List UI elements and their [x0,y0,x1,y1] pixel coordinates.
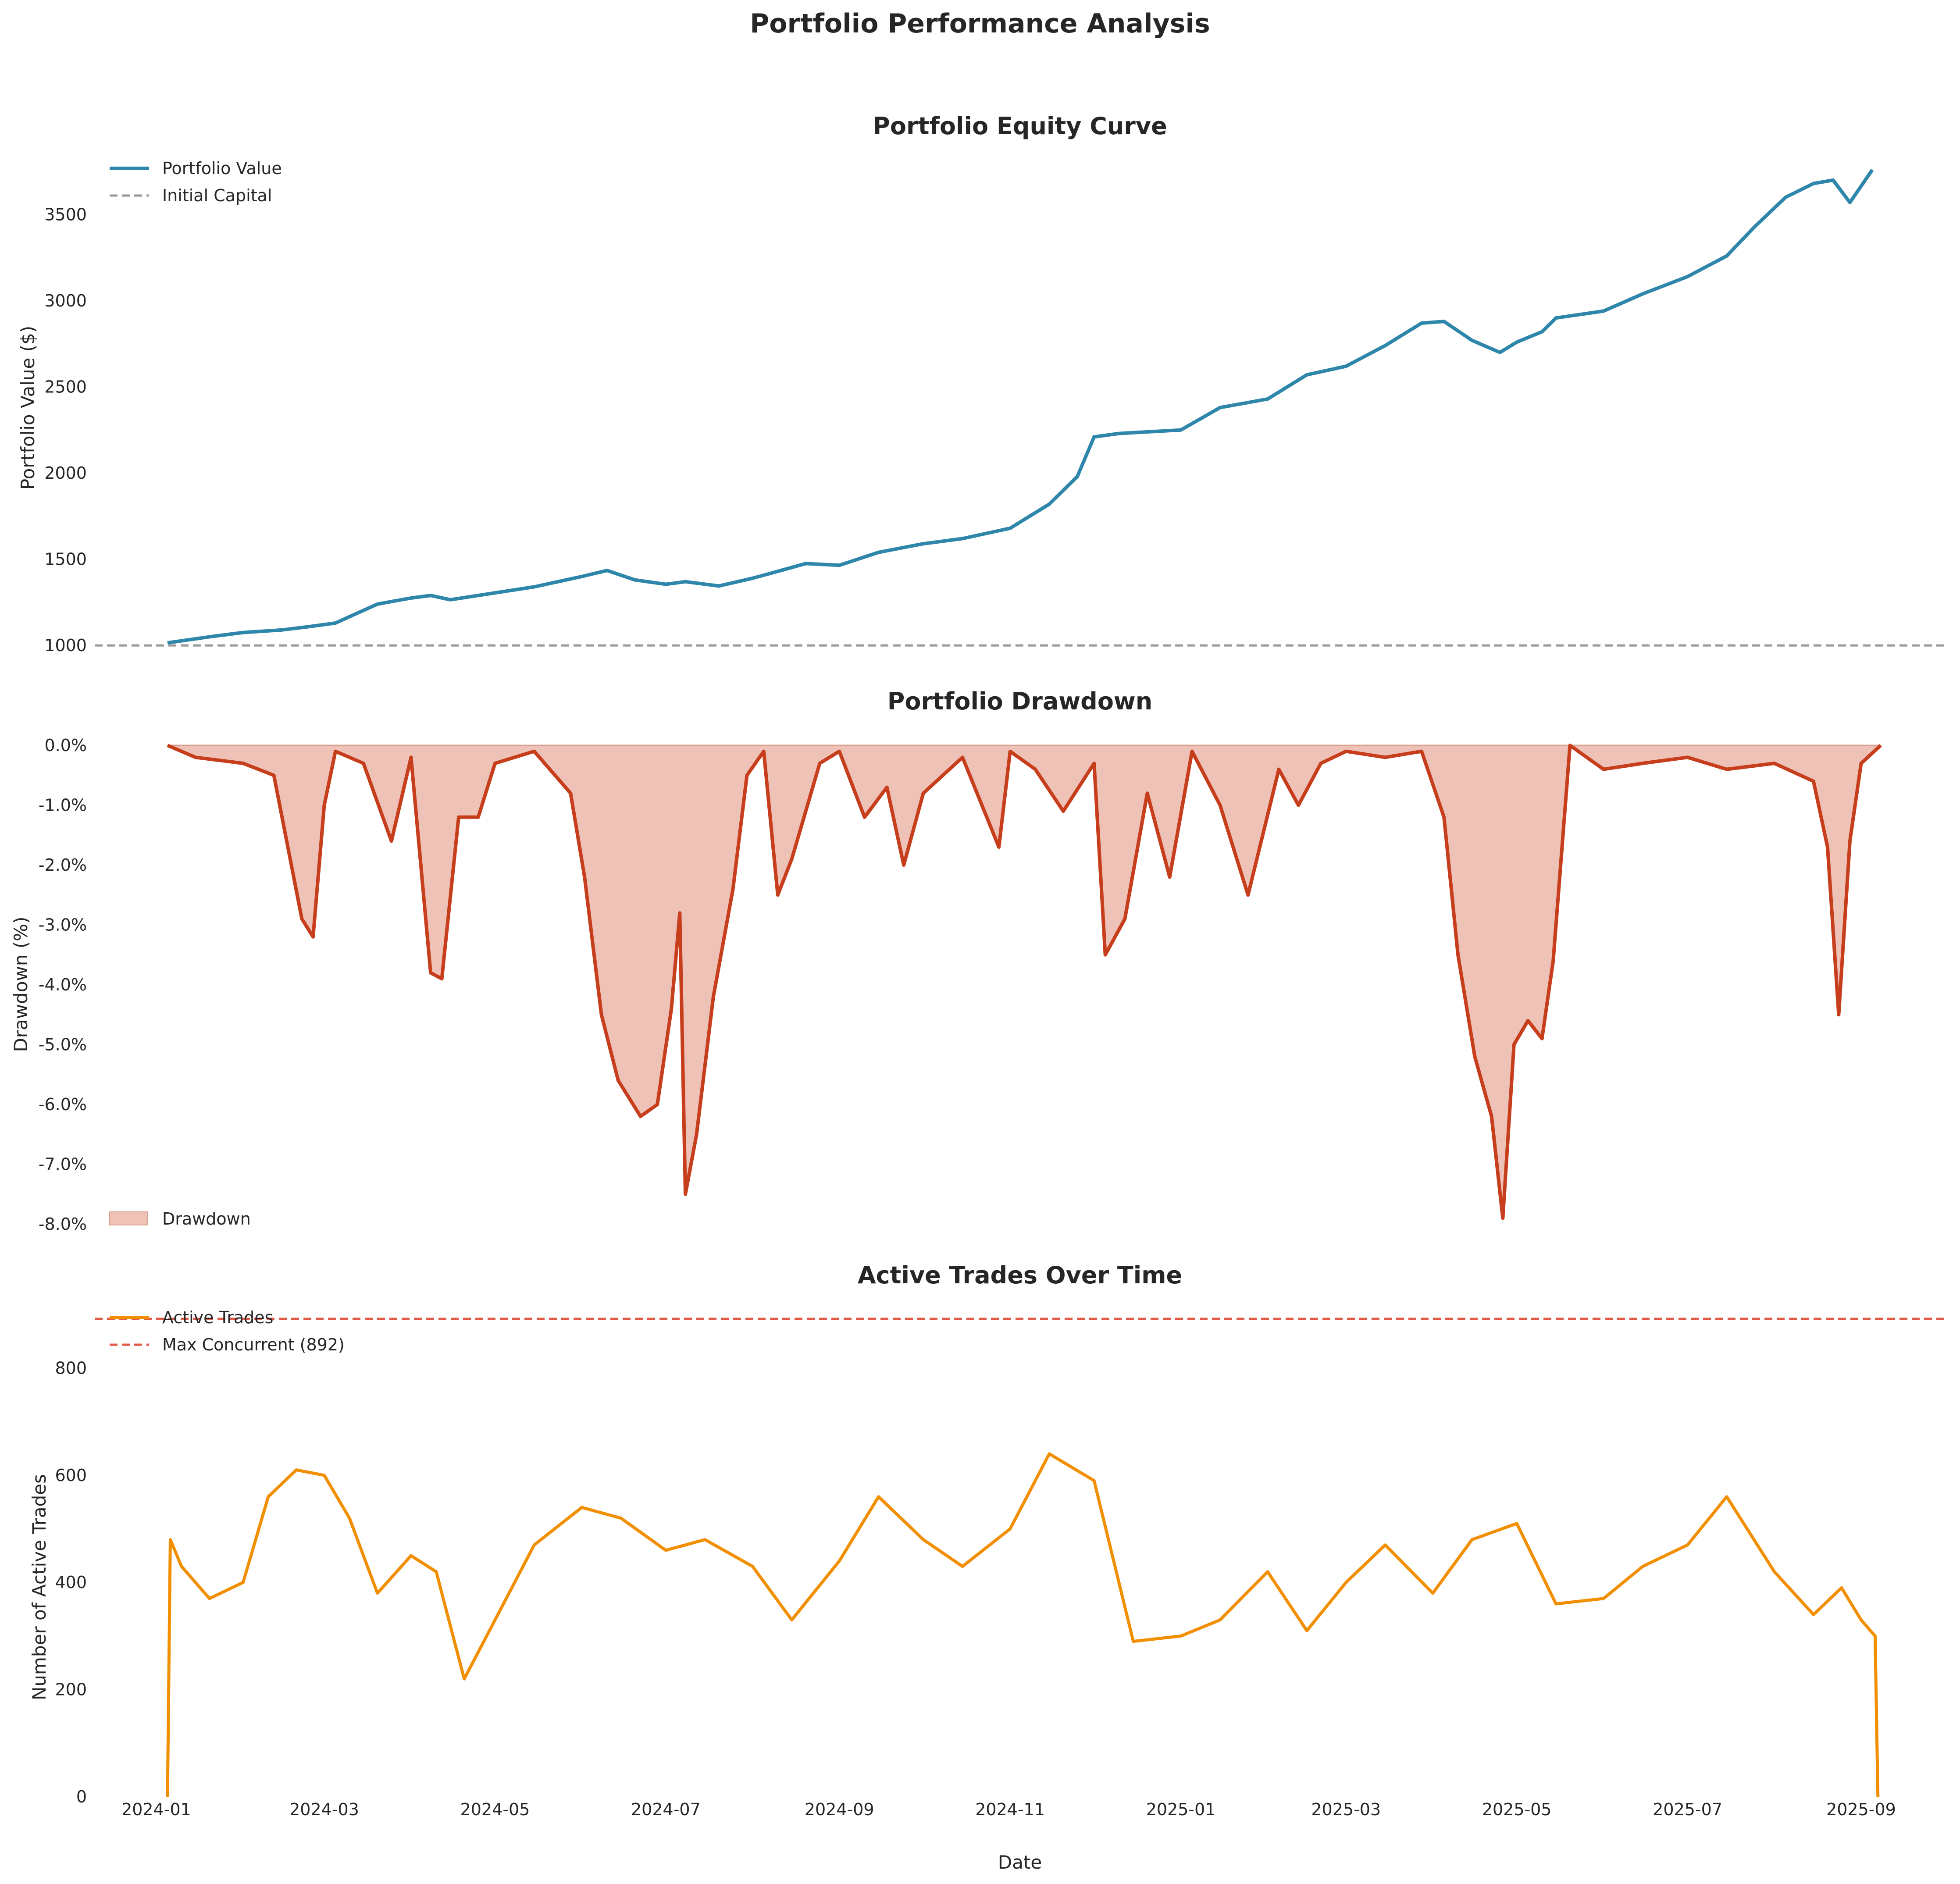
equity-title: Portfolio Equity Curve [873,112,1167,140]
equity-panel: Portfolio Equity Curve Portfolio Value (… [17,112,1947,655]
legend-drawdown-label: Drawdown [162,1209,251,1229]
trades-y-tick-label: 400 [55,1573,87,1592]
drawdown-series [167,744,1882,1220]
trades-y-ticks: 0 200 400 600 800 [55,1358,87,1806]
drawdown-legend: Drawdown [109,1209,251,1229]
drawdown-title: Portfolio Drawdown [887,687,1153,715]
trades-x-tick-label: 2025-07 [1653,1800,1722,1819]
equity-y-ticks: 1000 1500 2000 2500 3000 3500 [44,205,87,655]
trades-ylabel: Number of Active Trades [29,1474,50,1700]
active-trades-line [166,1452,1880,1797]
trades-legend: Active Trades Max Concurrent (892) [110,1308,345,1354]
equity-y-tick-label: 1000 [44,636,87,655]
legend-max-concurrent-label: Max Concurrent (892) [162,1335,345,1354]
legend-active-trades-label: Active Trades [162,1308,273,1327]
legend-initial-capital-label: Initial Capital [162,186,272,205]
drawdown-ylabel: Drawdown (%) [10,916,32,1052]
trades-x-tick-label: 2024-03 [289,1800,359,1819]
drawdown-y-tick-label: -5.0% [39,1035,87,1054]
trades-x-tick-label: 2024-05 [460,1800,530,1819]
drawdown-y-tick-label: -1.0% [39,796,87,815]
figure-title: Portfolio Performance Analysis [750,8,1210,39]
equity-y-tick-label: 2500 [44,377,87,396]
drawdown-y-tick-label: -7.0% [39,1155,87,1174]
trades-y-tick-label: 200 [55,1680,87,1699]
drawdown-y-tick-label: 0.0% [44,736,87,755]
drawdown-panel: Portfolio Drawdown Drawdown (%) 0.0% -1.0… [10,687,1882,1234]
trades-x-tick-label: 2024-07 [631,1800,701,1819]
drawdown-line [167,744,1882,1220]
legend-drawdown-swatch [109,1211,148,1225]
trades-panel: Active Trades Over Time Number of Active… [29,1261,1947,1873]
drawdown-y-tick-label: -3.0% [39,915,87,935]
trades-y-tick-label: 800 [55,1358,87,1378]
equity-y-tick-label: 1500 [44,550,87,569]
trades-x-tick-label: 2024-09 [805,1800,874,1819]
portfolio-value-line [167,168,1874,645]
drawdown-y-ticks: 0.0% -1.0% -2.0% -3.0% -4.0% -5.0% -6.0% -7.0% -… [39,736,87,1234]
equity-y-tick-label: 3000 [44,291,87,310]
trades-x-ticks: 2024-01 2024-03 2024-05 2024-07 2024-09 2024-… [121,1800,1896,1819]
trades-y-tick-label: 600 [55,1466,87,1485]
trades-x-tick-label: 2025-01 [1146,1800,1216,1819]
trades-series [166,1452,1880,1797]
trades-x-tick-label: 2025-03 [1311,1800,1381,1819]
trades-xlabel: Date [998,1852,1042,1873]
trades-x-tick-label: 2025-09 [1826,1800,1896,1819]
drawdown-y-tick-label: -8.0% [39,1214,87,1234]
trades-x-tick-label: 2025-05 [1482,1800,1552,1819]
drawdown-y-tick-label: -6.0% [39,1095,87,1114]
equity-series [167,168,1874,645]
equity-ylabel: Portfolio Value ($) [17,326,39,490]
equity-y-tick-label: 2000 [44,463,87,483]
equity-legend: Portfolio Value Initial Capital [110,159,282,205]
drawdown-area [167,745,1881,1218]
trades-x-tick-label: 2024-11 [975,1800,1045,1819]
drawdown-y-tick-label: -4.0% [39,975,87,994]
trades-y-tick-label: 0 [76,1787,87,1806]
drawdown-y-tick-label: -2.0% [39,855,87,875]
trades-x-tick-label: 2024-01 [121,1800,191,1819]
equity-y-tick-label: 3500 [44,205,87,224]
legend-portfolio-value-label: Portfolio Value [162,159,282,178]
trades-title: Active Trades Over Time [858,1261,1182,1289]
